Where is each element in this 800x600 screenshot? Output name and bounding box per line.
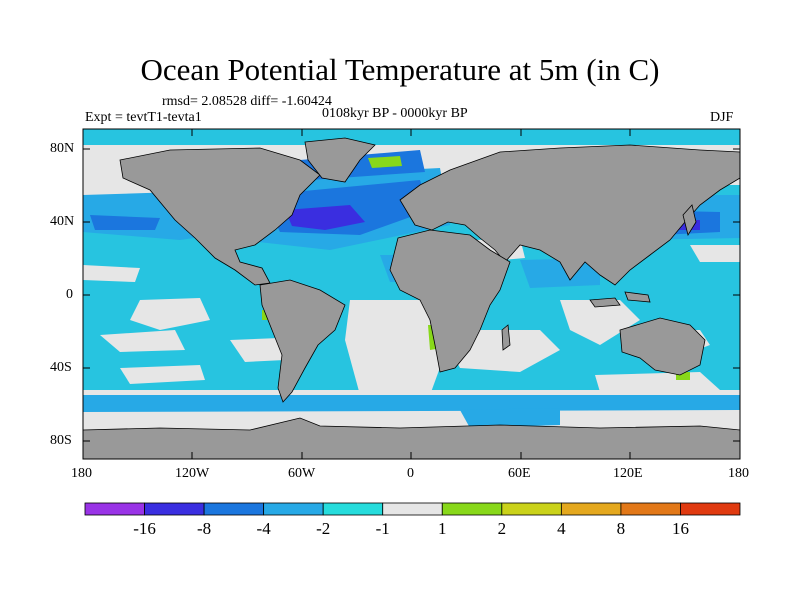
experiment-label: Expt = tevtT1-tevta1: [85, 110, 202, 125]
colorbar-box: [680, 502, 741, 516]
colorbar-label: 16: [671, 519, 689, 538]
colorbar-box: [620, 502, 681, 516]
colorbar-label: -8: [196, 519, 212, 538]
map-panel: [83, 129, 740, 459]
colorbar-box: [560, 502, 622, 516]
colorbar-label: -2: [316, 519, 331, 538]
lat-label-40s: 40S: [50, 360, 72, 375]
colorbar-box: [144, 502, 205, 516]
lat-ticks: [83, 148, 740, 442]
lat-label-40n: 40N: [50, 214, 75, 229]
lat-label-eq: 0: [66, 287, 73, 302]
colorbar-label: 4: [557, 519, 566, 538]
land-masses: [83, 137, 740, 459]
colorbar-label: 1: [438, 519, 447, 538]
colorbar-label: 2: [497, 519, 507, 538]
lon-label-60e: 60E: [508, 466, 531, 481]
map-title: Ocean Potential Temperature at 5m (in C): [140, 52, 660, 87]
period-label: 0108kyr BP - 0000kyr BP: [322, 106, 468, 121]
colorbar-box: [382, 502, 443, 516]
lon-label-60w: 60W: [288, 466, 316, 481]
lat-label-80s: 80S: [50, 433, 72, 448]
colorbar-label: -16: [133, 519, 156, 538]
colorbar-label: -4: [256, 519, 271, 538]
lon-label-180w: 180: [71, 466, 92, 481]
lon-label-180e: 180: [728, 466, 749, 481]
lon-label-120w: 120W: [175, 466, 210, 481]
colorbar-box: [263, 502, 324, 516]
colorbar-box: [203, 502, 265, 516]
colorbar-box: [84, 502, 145, 516]
lat-label-80n: 80N: [50, 141, 75, 156]
colorbar-label: 8: [616, 519, 626, 538]
colorbar-label: -1: [375, 519, 390, 538]
colorbar-box: [501, 502, 562, 516]
colorbar-box: [441, 502, 503, 516]
lon-label-0: 0: [407, 466, 414, 481]
colorbar-box: [322, 502, 384, 516]
lon-ticks: [82, 129, 741, 459]
season-label: DJF: [710, 110, 734, 125]
colorbar: [84, 502, 741, 516]
lon-label-120e: 120E: [613, 466, 643, 481]
stats-label: rmsd= 2.08528 diff= -1.60424: [162, 94, 332, 109]
